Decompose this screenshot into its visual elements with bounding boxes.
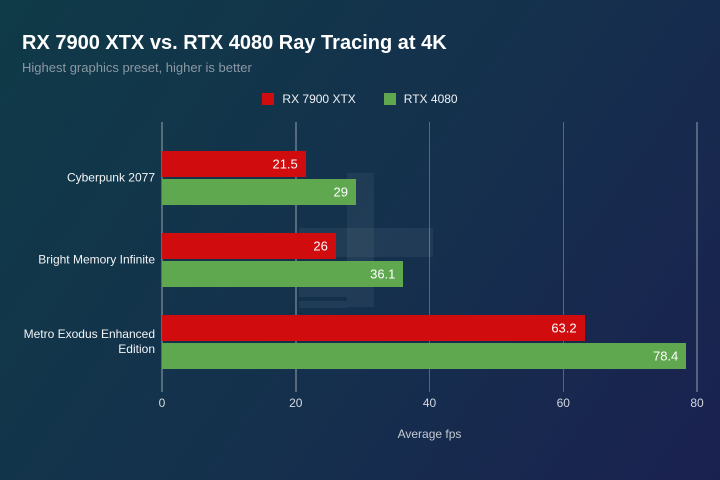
legend-swatch-icon xyxy=(383,93,396,105)
bar-rx-7900-xtx: 63.2 xyxy=(162,314,585,341)
bar-rx-7900-xtx: 26 xyxy=(162,232,336,259)
bar-rtx-4080: 36.1 xyxy=(162,260,404,287)
x-tick-label: 80 xyxy=(690,396,704,410)
gridline-x-60 xyxy=(562,122,564,392)
chart-subtitle: Highest graphics preset, higher is bette… xyxy=(22,60,252,75)
legend: RX 7900 XTX RTX 4080 xyxy=(0,92,720,106)
watermark-part xyxy=(299,301,347,308)
legend-label: RTX 4080 xyxy=(403,92,458,106)
watermark-part xyxy=(299,285,347,297)
gridline-x-40 xyxy=(428,122,431,392)
x-tick-label: 40 xyxy=(422,396,437,410)
legend-item: RTX 4080 xyxy=(383,92,458,106)
bar-value-label: 21.5 xyxy=(272,156,298,171)
legend-swatch-icon xyxy=(262,93,275,105)
category-label: Cyberpunk 2077 xyxy=(66,170,155,184)
x-tick-label: 20 xyxy=(289,396,303,410)
bar-value-label: 29 xyxy=(333,184,348,199)
bar-rtx-4080: 29 xyxy=(162,178,356,205)
chart-title: RX 7900 XTX vs. RTX 4080 Ray Tracing at … xyxy=(22,32,447,54)
legend-item: RX 7900 XTX xyxy=(262,92,356,106)
category-label: Bright Memory Infinite xyxy=(38,252,155,266)
category-label: Metro Exodus Enhanced Edition xyxy=(23,326,155,356)
x-tick-label: 60 xyxy=(556,396,570,410)
bar-value-label: 26 xyxy=(313,238,328,253)
bar-rtx-4080: 78.4 xyxy=(162,342,687,369)
legend-label: RX 7900 XTX xyxy=(282,92,356,106)
x-axis-label: Average fps xyxy=(397,427,462,441)
bar-value-label: 63.2 xyxy=(551,320,577,335)
bar-value-label: 78.4 xyxy=(652,348,679,363)
bar-value-label: 36.1 xyxy=(370,266,396,281)
bar-rx-7900-xtx: 21.5 xyxy=(162,150,306,177)
x-tick-label: 0 xyxy=(158,396,166,410)
gridline-x-80 xyxy=(696,122,698,392)
